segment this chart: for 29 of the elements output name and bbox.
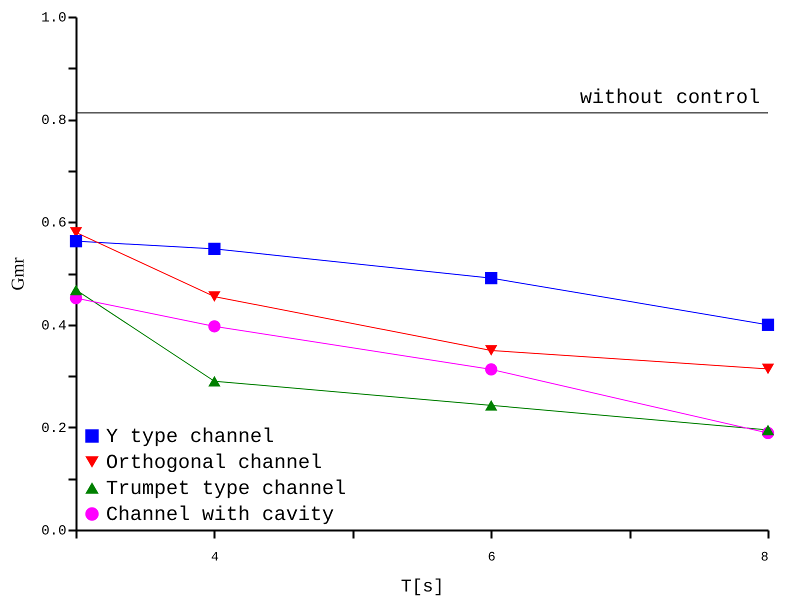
x-tick-label: 4 xyxy=(210,550,219,564)
y-tick-label: 0.6 xyxy=(41,216,66,232)
legend-label: Y type channel xyxy=(106,426,274,449)
point xyxy=(485,272,498,284)
legend-label: Channel with cavity xyxy=(106,504,334,527)
point xyxy=(70,284,82,296)
x-axis-title: T[s] xyxy=(400,578,444,598)
legend-label: Trumpet type channel xyxy=(106,478,346,501)
y-tick-label: 0.2 xyxy=(41,420,66,437)
point xyxy=(485,345,498,356)
y-tick-label: 0.8 xyxy=(41,113,66,130)
point xyxy=(208,291,221,302)
x-tick-label: 6 xyxy=(488,550,496,564)
point xyxy=(208,376,221,387)
point xyxy=(70,235,82,248)
x-tick-label: 8 xyxy=(760,550,768,564)
point xyxy=(762,364,774,374)
point xyxy=(485,400,498,411)
y-tick-label: 0.0 xyxy=(41,524,66,540)
point xyxy=(208,242,221,255)
point xyxy=(485,363,498,376)
point xyxy=(762,318,774,331)
point xyxy=(762,424,774,436)
ref-line-label: without control xyxy=(580,86,760,110)
y-tick-label: 1.0 xyxy=(41,10,66,26)
point xyxy=(208,320,221,332)
legend-label: Orthogonal channel xyxy=(106,452,322,475)
y-axis-title: Gmr xyxy=(7,258,28,290)
y-tick-label: 0.4 xyxy=(41,318,66,334)
